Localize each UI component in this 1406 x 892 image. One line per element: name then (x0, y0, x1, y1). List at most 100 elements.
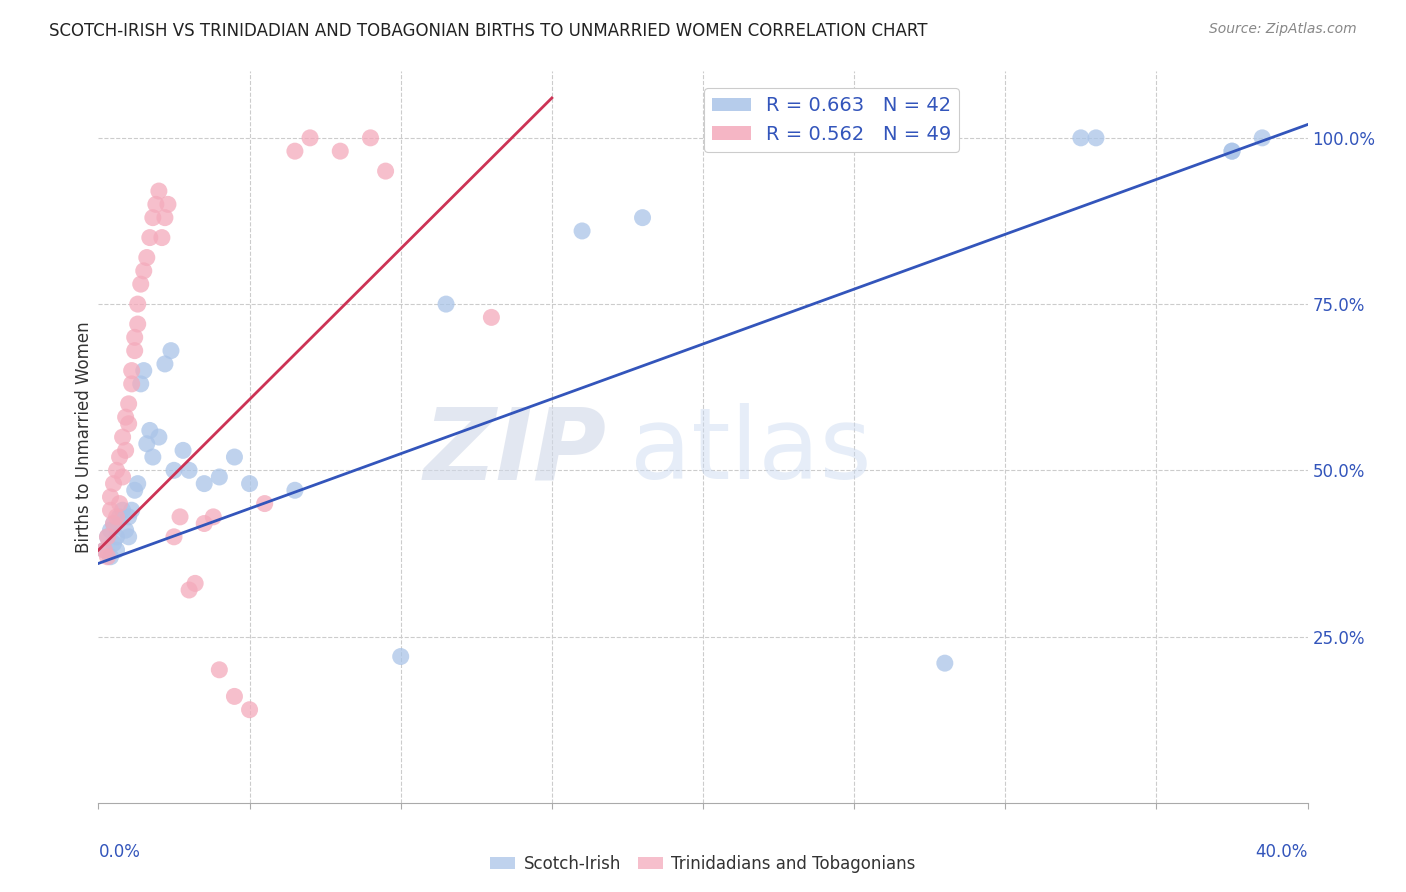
Point (179, 463, 201, 477)
Point (121, 363, 143, 377)
Point (100, 490, 122, 504)
Point (118, 509, 141, 524)
Point (163, 530, 186, 544)
Point (179, 582, 201, 597)
Point (96, 530, 118, 544)
Point (114, 523, 136, 537)
Point (299, 131, 322, 145)
Point (132, 264, 155, 278)
Point (111, 470, 134, 484)
Point (100, 503, 122, 517)
Point (103, 516, 125, 531)
Point (329, 144, 352, 158)
Text: 40.0%: 40.0% (1256, 843, 1308, 861)
Point (114, 443, 136, 458)
Point (124, 483, 146, 498)
Point (284, 144, 307, 158)
Point (172, 443, 194, 458)
Point (389, 649, 412, 664)
Point (103, 476, 125, 491)
Point (224, 450, 246, 464)
Point (129, 277, 152, 292)
Point (135, 251, 157, 265)
Point (118, 530, 141, 544)
Point (108, 450, 131, 464)
Point (153, 357, 176, 371)
Point (148, 430, 170, 444)
Point (108, 509, 131, 524)
Point (208, 470, 231, 484)
Point (139, 424, 162, 438)
Point (108, 497, 131, 511)
Point (129, 376, 152, 391)
Point (105, 530, 128, 544)
Point (284, 483, 307, 498)
Point (631, 211, 654, 225)
Point (118, 397, 141, 411)
Point (374, 164, 396, 178)
Point (1220, 144, 1243, 158)
Point (93, 543, 115, 558)
Point (96, 549, 118, 564)
Point (481, 310, 503, 325)
Point (127, 297, 149, 311)
Point (105, 543, 128, 558)
Point (103, 536, 125, 550)
Text: SCOTCH-IRISH VS TRINIDADIAN AND TOBAGONIAN BIRTHS TO UNMARRIED WOMEN CORRELATION: SCOTCH-IRISH VS TRINIDADIAN AND TOBAGONI… (49, 22, 928, 40)
Point (114, 410, 136, 425)
Point (934, 656, 956, 670)
Point (1070, 131, 1092, 145)
Point (184, 576, 207, 591)
Point (135, 436, 157, 450)
Point (118, 417, 141, 431)
Point (224, 690, 246, 704)
Point (100, 549, 122, 564)
Point (111, 430, 134, 444)
Legend: Scotch-Irish, Trinidadians and Tobagonians: Scotch-Irish, Trinidadians and Tobagonia… (484, 848, 922, 880)
Point (1220, 144, 1243, 158)
Text: atlas: atlas (630, 403, 872, 500)
Point (111, 503, 134, 517)
Point (153, 211, 176, 225)
Point (193, 516, 215, 531)
Point (253, 497, 276, 511)
Point (193, 476, 215, 491)
Point (121, 503, 143, 517)
Point (239, 476, 262, 491)
Point (127, 476, 149, 491)
Text: 0.0%: 0.0% (98, 843, 141, 861)
Point (169, 509, 191, 524)
Point (103, 516, 125, 531)
Point (121, 376, 143, 391)
Point (160, 343, 183, 358)
Point (96, 530, 118, 544)
Point (105, 463, 128, 477)
Point (1085, 131, 1108, 145)
Text: ZIP: ZIP (423, 403, 606, 500)
Point (100, 523, 122, 537)
Point (124, 330, 146, 344)
Point (93, 543, 115, 558)
Point (124, 343, 146, 358)
Point (239, 703, 262, 717)
Point (145, 197, 167, 211)
Point (163, 463, 186, 477)
Legend: R = 0.663   N = 42, R = 0.562   N = 49: R = 0.663 N = 42, R = 0.562 N = 49 (704, 88, 959, 152)
Point (148, 184, 170, 198)
Point (571, 224, 593, 238)
Point (150, 230, 173, 244)
Point (156, 197, 179, 211)
Point (139, 230, 162, 244)
Text: Source: ZipAtlas.com: Source: ZipAtlas.com (1209, 22, 1357, 37)
Point (360, 131, 382, 145)
Point (105, 509, 128, 524)
Point (1251, 131, 1274, 145)
Point (142, 211, 165, 225)
Point (132, 363, 155, 377)
Point (142, 450, 165, 464)
Point (434, 297, 457, 311)
Y-axis label: Births to Unmarried Women: Births to Unmarried Women (75, 321, 93, 553)
Point (202, 509, 225, 524)
Point (208, 663, 231, 677)
Point (127, 317, 149, 331)
